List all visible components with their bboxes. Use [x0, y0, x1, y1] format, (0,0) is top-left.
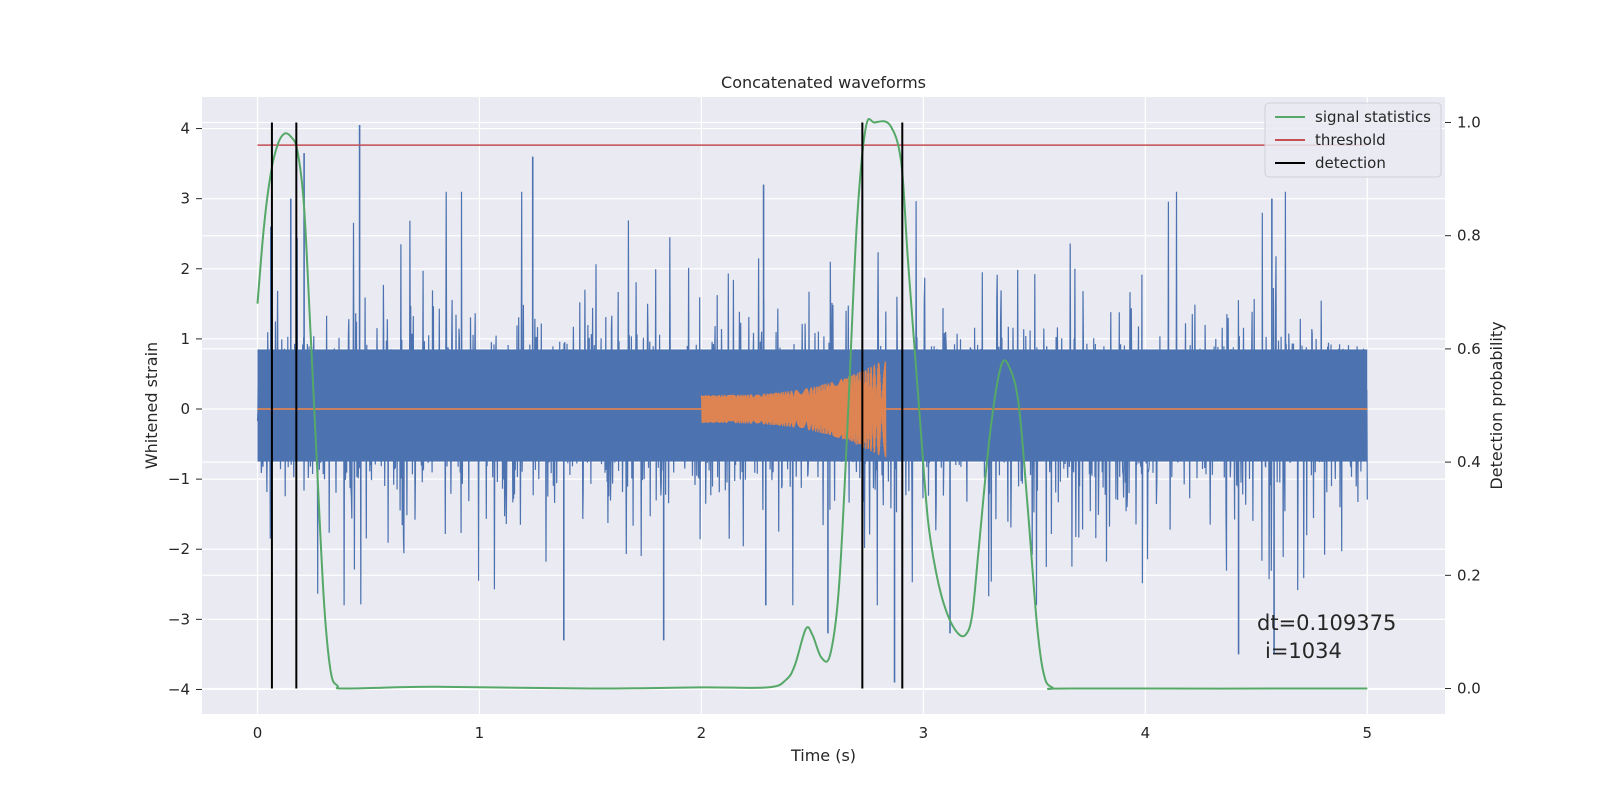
- y-tick-label: −3: [168, 610, 190, 628]
- x-axis-label: Time (s): [790, 746, 856, 765]
- y-tick-label: −4: [168, 680, 190, 698]
- y-right-tick-label: 0.6: [1457, 340, 1481, 358]
- x-tick-label: 4: [1141, 724, 1151, 742]
- y-tick-label: 1: [180, 330, 190, 348]
- y-right-tick-label: 0.2: [1457, 566, 1481, 584]
- y-axis-label-left: Whitened strain: [142, 342, 161, 469]
- signal-statistics-line: [256, 118, 1368, 690]
- y-right-tick-label: 0.8: [1457, 227, 1481, 245]
- legend: signal statistics threshold detection: [1264, 102, 1442, 178]
- y-right-tick-label: 0.0: [1457, 680, 1481, 698]
- y-right-tick-label: 1.0: [1457, 113, 1481, 131]
- annotation-dt: dt=0.109375: [1257, 611, 1396, 635]
- y-tick-label: 3: [180, 190, 190, 208]
- x-tick-label: 3: [919, 724, 929, 742]
- y-tick-label: −2: [168, 540, 190, 558]
- y-axis-label-right: Detection probability: [1487, 321, 1506, 489]
- chart-title: Concatenated waveforms: [721, 73, 926, 92]
- annotation-index: i=1034: [1265, 639, 1342, 663]
- axis-ticks: 0 1 2 3 4 5 4 3 2 1 0 −1 −2 −3 −4 1.0 0.8 0.6 0.4 0.2 0.0: [168, 113, 1481, 742]
- x-tick-label: 2: [697, 724, 707, 742]
- legend-box: [1264, 102, 1442, 178]
- y-tick-label: 2: [180, 260, 190, 278]
- y-tick-label: −1: [168, 470, 190, 488]
- chirp-signal-line: [700, 361, 887, 458]
- legend-label: threshold: [1315, 131, 1386, 149]
- y-right-tick-label: 0.4: [1457, 453, 1481, 471]
- x-tick-label: 5: [1363, 724, 1373, 742]
- x-tick-label: 1: [475, 724, 485, 742]
- y-tick-label: 4: [180, 120, 190, 138]
- y-tick-label: 0: [180, 400, 190, 418]
- legend-label: detection: [1315, 154, 1386, 172]
- probability-series: [256, 118, 1368, 690]
- waveform-series: [256, 125, 1368, 683]
- legend-label: signal statistics: [1315, 108, 1431, 126]
- annotation: dt=0.109375 i=1034: [1257, 611, 1396, 663]
- x-tick-label: 0: [253, 724, 263, 742]
